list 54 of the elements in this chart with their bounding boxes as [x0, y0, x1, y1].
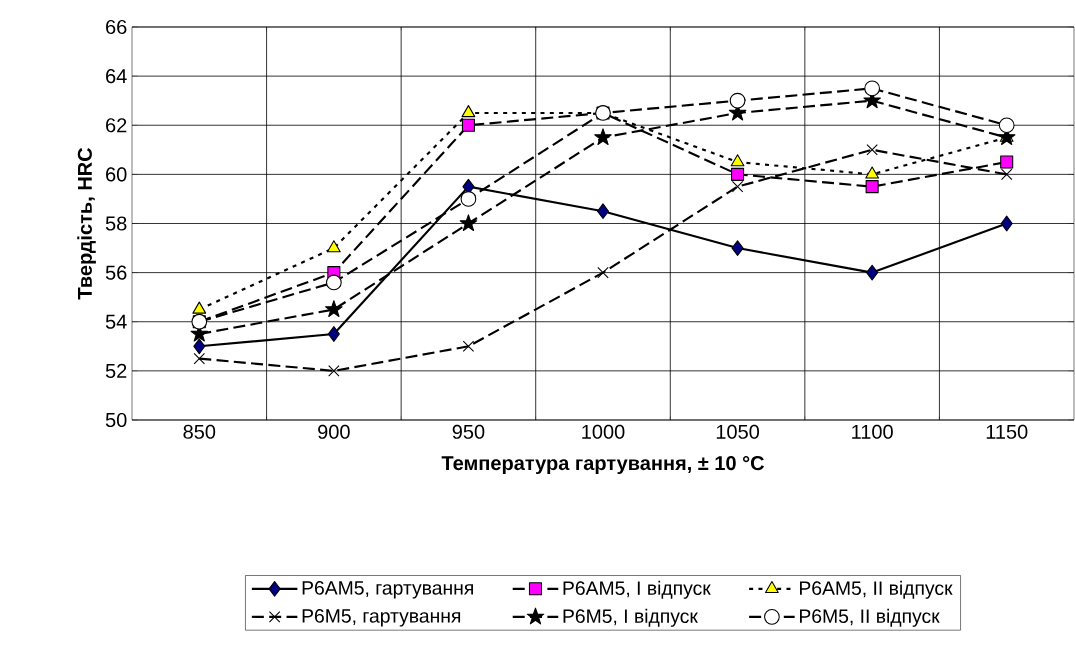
point — [596, 203, 610, 220]
y-tick-label: 62 — [106, 118, 127, 133]
point — [328, 365, 340, 377]
x-tick-label: 1150 — [986, 424, 1028, 439]
point — [731, 240, 744, 256]
point — [1000, 168, 1013, 181]
point — [865, 166, 880, 179]
x-tick-label: 850 — [183, 424, 216, 439]
y-tick-label: 52 — [105, 363, 127, 378]
point — [193, 338, 206, 355]
x-tick-label: 1100 — [852, 424, 893, 439]
point — [730, 154, 745, 167]
point — [462, 340, 475, 353]
point — [461, 118, 475, 132]
point — [731, 167, 745, 181]
point — [325, 300, 343, 318]
point — [864, 80, 881, 97]
x-axis-title: Температура гартування, ± 10 °C — [441, 456, 765, 475]
point — [594, 128, 612, 146]
y-tick-label: 56 — [105, 265, 127, 280]
point — [461, 105, 476, 118]
point — [998, 117, 1015, 134]
point — [731, 180, 744, 193]
point — [597, 266, 609, 279]
legend-label: P6AM5, II відпуск — [799, 580, 953, 599]
point — [192, 301, 207, 314]
point — [193, 352, 206, 365]
x-tick-label: 900 — [318, 424, 350, 439]
x-tick-label: 1000 — [582, 424, 625, 439]
point — [729, 92, 746, 109]
y-tick-label: 66 — [106, 19, 127, 35]
legend-label: P6M5, I відпуск — [563, 608, 698, 627]
point — [866, 144, 878, 156]
y-tick-label: 54 — [105, 314, 127, 329]
y-tick-label: 64 — [106, 69, 127, 84]
legend-label: P6M5, II відпуск — [799, 608, 940, 627]
y-tick-label: 50 — [105, 412, 127, 428]
legend-label: P6AM5, гартування — [302, 581, 473, 599]
y-tick-label: 60 — [106, 167, 127, 182]
point — [327, 326, 340, 342]
point — [866, 264, 879, 281]
x-tick-label: 950 — [452, 424, 485, 439]
y-axis-title: Твердість, HRC — [77, 147, 96, 300]
point — [325, 274, 342, 291]
point — [1000, 155, 1014, 169]
point — [459, 214, 478, 232]
point — [865, 180, 879, 194]
point — [1000, 215, 1013, 232]
legend-label: P6M5, гартування — [302, 609, 461, 627]
y-tick-label: 58 — [105, 216, 127, 231]
legend-label: P6AM5, I відпуск — [563, 580, 711, 599]
point — [326, 240, 341, 253]
point — [460, 191, 477, 207]
x-tick-label: 1050 — [716, 424, 760, 439]
